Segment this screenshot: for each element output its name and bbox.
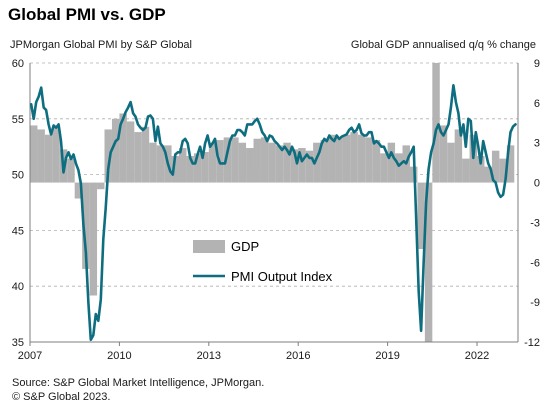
left-tick-label: 35 bbox=[12, 337, 24, 349]
gdp-bar bbox=[439, 125, 448, 183]
right-tick-label: -12 bbox=[524, 337, 540, 349]
gdp-bar bbox=[462, 158, 470, 183]
gdp-bar bbox=[342, 134, 351, 183]
gdp-bar bbox=[231, 137, 239, 183]
gdp-bar bbox=[477, 156, 485, 183]
chart-title: Global PMI vs. GDP bbox=[8, 5, 166, 24]
gdp-bar bbox=[253, 138, 261, 183]
right-tick-label: -6 bbox=[530, 257, 540, 269]
gdp-bar bbox=[365, 137, 373, 183]
gdp-bars bbox=[30, 63, 515, 342]
left-tick-label: 40 bbox=[12, 281, 24, 293]
gdp-bar bbox=[193, 153, 202, 183]
gdp-bar bbox=[357, 134, 366, 183]
left-tick-label: 50 bbox=[12, 170, 24, 182]
copyright-note: © S&P Global 2023. bbox=[12, 391, 111, 403]
gdp-bar bbox=[44, 134, 53, 183]
left-axis-label: JPMorgan Global PMI by S&P Global bbox=[10, 39, 192, 51]
gdp-bar bbox=[447, 142, 455, 183]
source-note: Source: S&P Global Market Intelligence, … bbox=[12, 377, 265, 389]
x-tick-label: 2022 bbox=[465, 350, 489, 362]
right-tick-label: 3 bbox=[534, 138, 540, 150]
pmi-line bbox=[29, 84, 517, 342]
x-tick-label: 2019 bbox=[375, 350, 399, 362]
gdp-bar bbox=[320, 140, 329, 183]
legend-pmi-label: PMI Output Index bbox=[231, 269, 333, 284]
gdp-bar bbox=[201, 152, 209, 183]
gdp-bar bbox=[305, 150, 314, 183]
gdp-bar bbox=[52, 126, 60, 183]
gdp-bar bbox=[134, 132, 142, 183]
gdp-bar bbox=[223, 137, 232, 183]
gdp-bar bbox=[395, 153, 403, 183]
left-tick-label: 60 bbox=[12, 58, 24, 70]
legend-gdp-swatch bbox=[193, 240, 225, 253]
gdp-bar bbox=[67, 158, 75, 183]
legend: GDP PMI Output Index bbox=[193, 239, 333, 284]
gdp-bar bbox=[186, 156, 194, 183]
legend-gdp-label: GDP bbox=[231, 239, 259, 254]
axes: 35 40 45 50 55 60 -12 -9 -6 -3 0 3 6 9 2007 2010 2013 201… bbox=[12, 58, 540, 362]
gdp-bar bbox=[141, 126, 150, 183]
left-tick-label: 45 bbox=[12, 225, 24, 237]
right-axis-label: Global GDP annualised q/q % change bbox=[350, 39, 536, 51]
gdp-bar bbox=[238, 142, 247, 183]
gdp-bar bbox=[432, 63, 440, 183]
right-tick-label: -3 bbox=[530, 217, 540, 229]
gdp-bar bbox=[179, 148, 187, 183]
gdp-bar bbox=[208, 142, 217, 183]
left-tick-label: 55 bbox=[12, 114, 24, 126]
gdp-bar bbox=[484, 166, 492, 183]
gdp-bar bbox=[111, 118, 120, 183]
gdp-bar bbox=[37, 129, 45, 183]
x-tick-label: 2016 bbox=[286, 350, 310, 362]
x-tick-label: 2010 bbox=[107, 350, 131, 362]
gdp-bar bbox=[298, 148, 306, 183]
gdp-bar bbox=[149, 142, 157, 183]
gdp-bar bbox=[313, 142, 321, 183]
gdp-bar bbox=[283, 142, 291, 183]
gdp-bar bbox=[268, 142, 276, 183]
gdp-bar bbox=[119, 113, 127, 183]
gdp-bar bbox=[506, 145, 515, 183]
pmi-line-layer bbox=[29, 84, 517, 342]
gdp-bar bbox=[260, 137, 269, 183]
gdp-bar bbox=[171, 156, 180, 183]
gdp-bar bbox=[372, 140, 381, 183]
gdp-bar bbox=[424, 182, 433, 342]
gdp-bar bbox=[156, 145, 165, 183]
gdp-bar bbox=[499, 158, 507, 183]
gdp-bar bbox=[417, 182, 425, 249]
x-tick-label: 2007 bbox=[18, 350, 42, 362]
gdp-bar bbox=[387, 142, 396, 183]
gdp-bar bbox=[126, 121, 135, 183]
gdp-bar bbox=[89, 182, 98, 296]
gdp-bar bbox=[275, 145, 284, 183]
gdp-bar bbox=[82, 182, 90, 269]
right-tick-label: 9 bbox=[534, 58, 540, 70]
right-tick-label: 6 bbox=[534, 98, 540, 110]
gdp-bar bbox=[454, 129, 463, 183]
gdp-bar bbox=[491, 150, 500, 183]
gdp-bar bbox=[380, 153, 388, 183]
gdp-bar bbox=[97, 182, 105, 190]
gdp-bar bbox=[104, 129, 112, 183]
gdp-bar bbox=[290, 149, 299, 183]
grid-lines bbox=[30, 62, 518, 343]
gdp-bar bbox=[246, 148, 254, 183]
right-tick-label: 0 bbox=[534, 178, 540, 190]
gdp-bar bbox=[74, 182, 83, 199]
right-tick-label: -9 bbox=[530, 297, 540, 309]
gdp-bar bbox=[328, 134, 336, 183]
x-tick-label: 2013 bbox=[197, 350, 221, 362]
gdp-bar bbox=[350, 132, 358, 183]
gdp-bar bbox=[335, 137, 343, 183]
gdp-bar bbox=[30, 125, 38, 183]
